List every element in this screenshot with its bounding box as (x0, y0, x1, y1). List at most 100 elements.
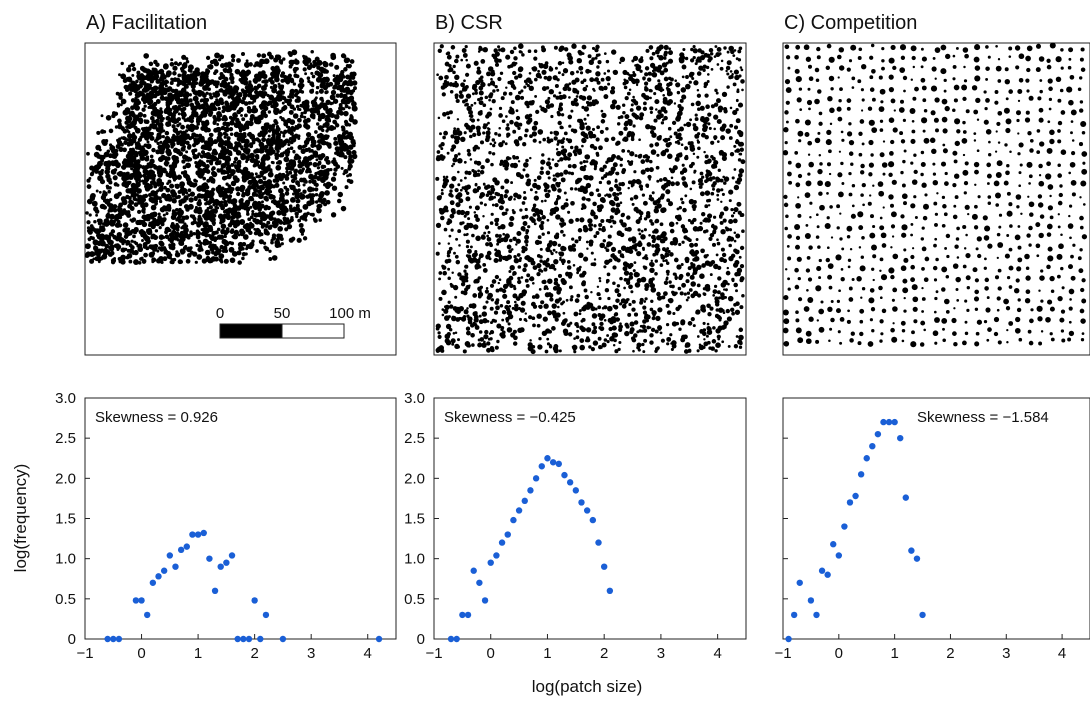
plant-dot (733, 125, 739, 130)
plant-dot (213, 139, 219, 145)
plant-dot (739, 276, 745, 281)
plant-dot (250, 178, 256, 184)
plant-dot (594, 77, 600, 82)
plant-dot (135, 193, 139, 197)
plant-dot (444, 304, 450, 310)
plant-dot (212, 80, 219, 87)
plant-dot (243, 224, 248, 228)
plant-dot (171, 197, 177, 203)
plant-dot (515, 238, 521, 244)
plant-dot (143, 53, 150, 59)
plant-dot (338, 105, 344, 112)
plant-dot (679, 98, 684, 103)
plant-dot (738, 168, 745, 174)
plant-dot (152, 181, 157, 187)
plant-dot (484, 329, 489, 335)
plant-dot (287, 79, 291, 83)
plant-dot (319, 112, 326, 119)
plant-dot (220, 148, 226, 155)
plant-dot (704, 283, 711, 290)
plant-dot (137, 209, 142, 214)
plant-dot (90, 192, 96, 199)
plant-dot (218, 160, 222, 164)
plant-dot (133, 82, 138, 88)
plant-dot (633, 261, 637, 264)
plant-dot (535, 109, 540, 114)
plant-dot (621, 149, 626, 153)
plant-dot (316, 166, 321, 170)
plant-dot (510, 163, 515, 168)
plant-dot (645, 183, 650, 188)
plant-dot (516, 253, 521, 257)
plant-dot (229, 63, 234, 67)
plant-dot (254, 193, 259, 197)
plant-dot (207, 233, 212, 238)
plant-dot (442, 135, 446, 140)
plant-dot (206, 144, 212, 150)
plant-dot (735, 120, 739, 123)
plant-dot (334, 64, 340, 70)
plant-dot (504, 178, 510, 184)
plant-dot (87, 237, 92, 242)
plant-dot (194, 205, 198, 209)
plant-dot (223, 199, 228, 205)
plant-dot (336, 198, 342, 204)
plant-dot (588, 345, 592, 349)
plant-dot (653, 118, 658, 123)
plant-dot (218, 253, 225, 259)
plant-dot (348, 173, 352, 177)
plant-dot (465, 63, 471, 69)
plant-dot (442, 270, 447, 276)
plant-dot (313, 98, 317, 102)
plant-dot (307, 155, 313, 161)
plant-dot (707, 213, 713, 219)
plant-dot (559, 139, 565, 145)
plant-dot (452, 284, 459, 291)
plant-dot (477, 169, 481, 173)
plant-dot (529, 134, 533, 139)
plant-dot (523, 79, 528, 84)
plant-dot (612, 192, 617, 197)
plant-dot (297, 188, 301, 193)
plant-dot (307, 79, 311, 84)
plant-dot (179, 181, 186, 188)
plant-dot (268, 100, 272, 104)
plant-dot (454, 93, 459, 98)
plant-dot (506, 279, 512, 285)
plant-dot (201, 258, 207, 264)
plant-dot (158, 186, 164, 192)
plant-dot (507, 322, 511, 326)
plant-dot (582, 86, 588, 92)
plant-dot (583, 106, 590, 112)
plant-dot (134, 141, 141, 148)
plant-dot (505, 126, 510, 131)
plant-dot (500, 185, 505, 190)
plant-dot (277, 235, 282, 240)
plant-dot (286, 223, 293, 230)
plant-dot (510, 181, 514, 185)
plant-dot (178, 79, 183, 85)
plant-dot (211, 220, 216, 226)
plant-dot (270, 160, 274, 164)
plant-dot (537, 129, 544, 135)
plant-dot (575, 335, 580, 340)
plant-dot (482, 214, 485, 218)
plant-dot (288, 109, 294, 115)
plant-dot (557, 61, 563, 66)
plant-dot (139, 229, 144, 234)
plant-dot (177, 117, 181, 121)
plant-dot (297, 134, 301, 138)
plant-dot (682, 47, 686, 52)
scale-label-50: 50 (274, 305, 291, 322)
map-panel-facilitation: 0 50 100 m (84, 42, 397, 356)
plant-dot (665, 148, 669, 153)
plant-dot (164, 84, 168, 88)
plant-dot (498, 106, 503, 111)
plant-dot (119, 103, 123, 107)
plant-dot (188, 197, 194, 203)
plant-dot (338, 145, 343, 151)
plant-dot (537, 344, 543, 350)
plant-dot (651, 310, 657, 316)
plant-dot (577, 58, 580, 62)
plant-dot (609, 336, 615, 342)
